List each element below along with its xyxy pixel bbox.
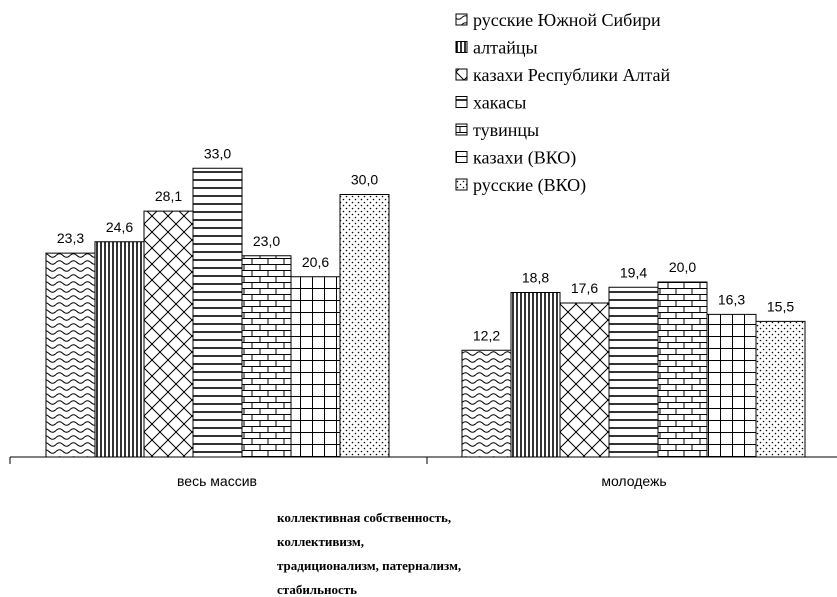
data-label: 23,3 [57,230,84,246]
legend-swatch [455,96,468,108]
data-label: 28,1 [155,188,182,204]
legend-label: казахи (ВКО) [473,148,576,169]
data-label: 30,0 [351,172,378,188]
data-label: 12,2 [473,327,500,343]
legend-swatch [455,41,468,53]
bar [755,320,806,458]
bar [339,194,390,458]
bar [461,349,512,458]
bar [657,281,708,458]
caption-line: коллективизм, [277,534,364,549]
legend-label: казахи Республики Алтай [473,65,671,85]
caption: коллективная собственность, коллективизм… [277,510,461,597]
caption-line: стабильность [277,582,357,597]
bar [510,292,561,458]
data-label: 18,8 [522,270,549,286]
bar [608,286,659,458]
data-label: 23,0 [253,233,280,249]
x-tick-label: весь массив [177,473,257,489]
caption-line: коллективная собственность, [277,510,451,525]
data-label: 20,0 [669,259,696,275]
legend-swatch [455,68,468,81]
bar [559,302,610,458]
bar [706,313,757,458]
data-label: 33,0 [204,145,231,161]
data-label: 15,5 [767,298,794,314]
legend-swatch [455,123,468,136]
legend-label: русские Южной Сибири [473,10,661,30]
bar [143,210,194,458]
bar [290,276,341,458]
legend-label: алтайцы [473,38,538,58]
bar [241,255,292,458]
legend-label: хакасы [473,93,526,113]
data-label: 17,6 [571,280,598,296]
data-label: 19,4 [620,264,647,280]
bar [94,241,145,458]
data-label: 16,3 [718,291,745,307]
data-labels-layer: 23,3 12,2 24,6 18,8 28,1 17,6 33,0 19,4 23,0 20,0… [57,145,794,343]
legend-swatch [455,178,468,191]
legend: русские Южной Сибири алтайцы казахи Респуб… [455,10,671,196]
x-tick-label: молодежь [601,473,666,489]
caption-line: традиционализм, патернализм, [277,558,461,573]
legend-label: русские (ВКО) [473,175,586,196]
legend-swatch [455,151,468,163]
bar [192,167,243,458]
legend-swatch [455,13,468,26]
data-label: 20,6 [302,254,329,270]
bars-layer [45,167,806,458]
bar [45,252,96,458]
legend-label: тувинцы [473,120,539,140]
data-label: 24,6 [106,219,133,235]
